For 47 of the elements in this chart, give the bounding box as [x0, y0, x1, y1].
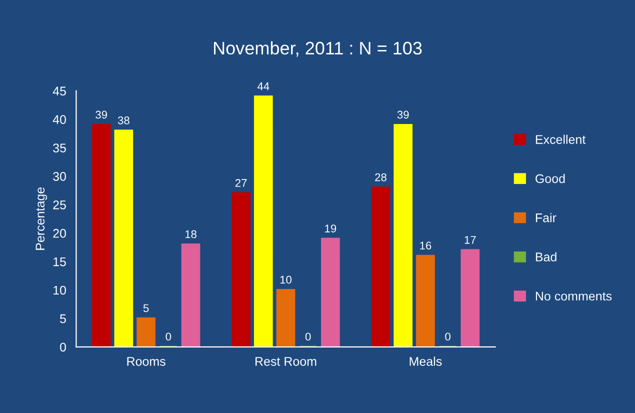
data-label: 17 [464, 236, 476, 244]
data-label: 39 [96, 110, 107, 119]
y-tick-label: 5 [60, 314, 66, 324]
y-tick-label: 20 [53, 228, 66, 238]
data-label: 0 [305, 332, 311, 341]
chart-title: November, 2011 : N = 103 [214, 41, 422, 57]
bar [136, 317, 156, 347]
bar [321, 238, 340, 347]
data-label: 18 [185, 230, 196, 238]
y-tick-label: 45 [52, 86, 66, 96]
y-tick-label: 25 [53, 200, 66, 210]
data-label: 10 [280, 276, 292, 284]
bar [181, 243, 200, 347]
legend-label: Bad [536, 252, 556, 262]
bar [114, 130, 134, 347]
y-tick-label: 15 [54, 257, 66, 266]
data-label: 5 [143, 304, 149, 312]
x-tick-label: Rooms [127, 357, 166, 366]
data-label: 0 [445, 332, 450, 341]
bar [394, 124, 413, 347]
y-tick-label: 35 [53, 144, 66, 152]
data-label: 16 [420, 242, 432, 250]
bar [416, 254, 435, 347]
data-label: 28 [375, 173, 386, 182]
data-label: 0 [166, 332, 172, 341]
data-label: 38 [118, 116, 130, 124]
data-label: 27 [235, 179, 247, 187]
legend-label: No comments [536, 292, 612, 301]
data-label: 39 [397, 110, 409, 119]
x-tick-label: Rest Room [256, 357, 316, 366]
legend-label: Excellent [536, 134, 586, 144]
bar [460, 249, 480, 347]
data-label: 44 [257, 82, 270, 90]
data-label: 19 [325, 224, 336, 232]
y-tick-label: 10 [54, 286, 66, 295]
y-axis-title: Percentage [36, 187, 48, 250]
bar [232, 192, 250, 347]
legend-label: Good [536, 174, 565, 184]
y-tick-label: 30 [53, 172, 66, 181]
bar [371, 186, 390, 347]
x-tick-label: Meals [410, 356, 442, 366]
y-tick-label: 0 [60, 342, 66, 352]
bar [254, 96, 273, 347]
legend-label: Fair [536, 213, 556, 222]
y-tick-label: 40 [52, 115, 66, 124]
bar [276, 288, 296, 347]
bar [92, 124, 111, 347]
